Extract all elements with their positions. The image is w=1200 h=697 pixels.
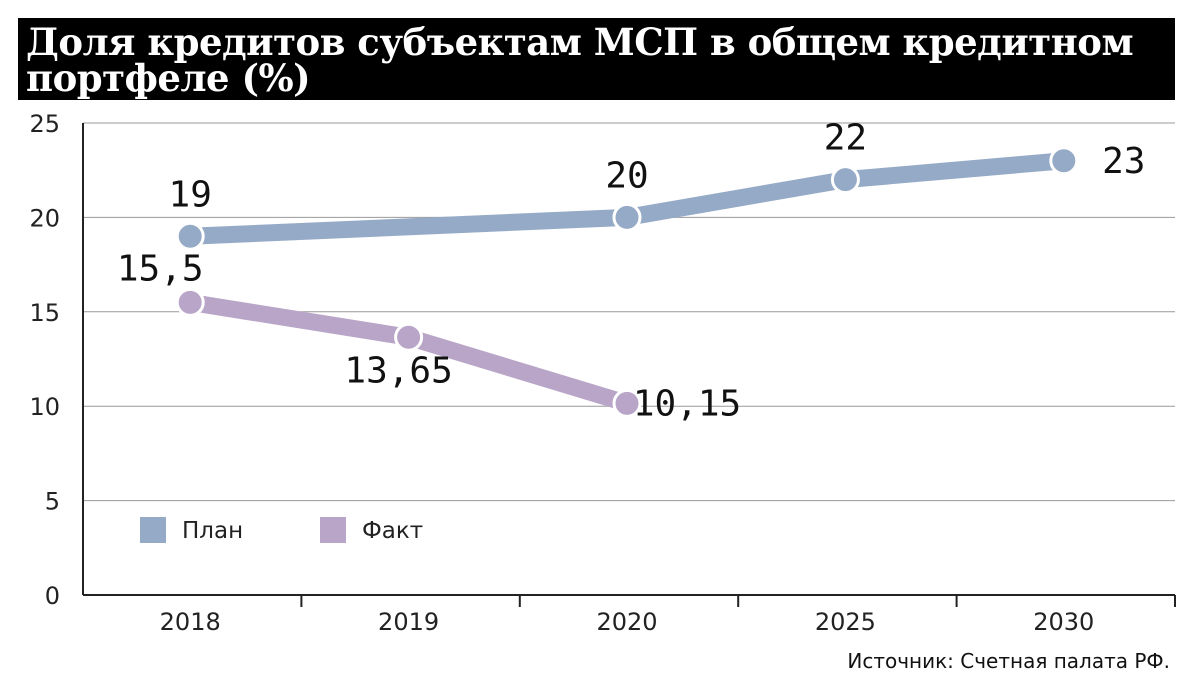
- data-point: [175, 287, 205, 317]
- data-point: [1049, 146, 1079, 176]
- legend-label: Факт: [362, 518, 423, 544]
- y-tick-label: 15: [29, 299, 60, 327]
- data-point: [612, 388, 642, 418]
- x-tick-label: 2025: [815, 608, 876, 636]
- y-tick-label: 20: [29, 204, 60, 232]
- x-tick-label: 2020: [596, 608, 657, 636]
- x-tick-label: 2019: [378, 608, 439, 636]
- data-point: [612, 202, 642, 232]
- data-label: 23: [1102, 141, 1145, 182]
- data-label: 15,5: [117, 248, 204, 289]
- y-tick-label: 25: [29, 110, 60, 138]
- data-label: 10,15: [633, 383, 741, 424]
- y-tick-label: 10: [29, 393, 60, 421]
- data-label: 22: [824, 118, 867, 159]
- data-point: [394, 322, 424, 352]
- chart-title: Доля кредитов субъектам МСП в общем кред…: [18, 18, 1175, 100]
- data-point: [830, 165, 860, 195]
- x-tick-label: 2018: [160, 608, 221, 636]
- y-tick-label: 5: [45, 488, 60, 516]
- source-note: Источник: Счетная палата РФ.: [847, 649, 1170, 673]
- series-line-0: [181, 152, 1073, 245]
- x-tick-label: 2030: [1033, 608, 1094, 636]
- data-label: 20: [605, 155, 648, 196]
- legend-swatch: [320, 517, 346, 543]
- data-label: 19: [169, 174, 212, 215]
- data-point: [175, 221, 205, 251]
- legend-label: План: [182, 518, 243, 544]
- y-tick-label: 0: [45, 582, 60, 610]
- legend-swatch: [140, 517, 166, 543]
- data-label: 13,65: [344, 350, 452, 391]
